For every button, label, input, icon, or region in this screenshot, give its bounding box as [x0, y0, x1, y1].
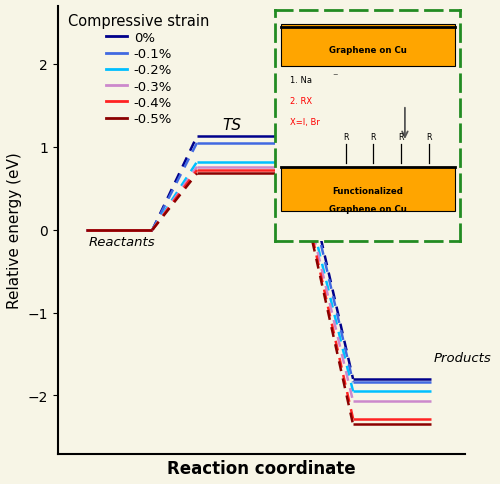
Text: TS: TS [222, 117, 241, 132]
Legend: 0%, -0.1%, -0.2%, -0.3%, -0.4%, -0.5%: 0%, -0.1%, -0.2%, -0.3%, -0.4%, -0.5% [68, 14, 210, 126]
Text: Reactants: Reactants [88, 235, 155, 248]
Y-axis label: Relative energy (eV): Relative energy (eV) [7, 152, 22, 308]
Text: Products: Products [434, 351, 492, 364]
X-axis label: Reaction coordinate: Reaction coordinate [167, 459, 356, 477]
